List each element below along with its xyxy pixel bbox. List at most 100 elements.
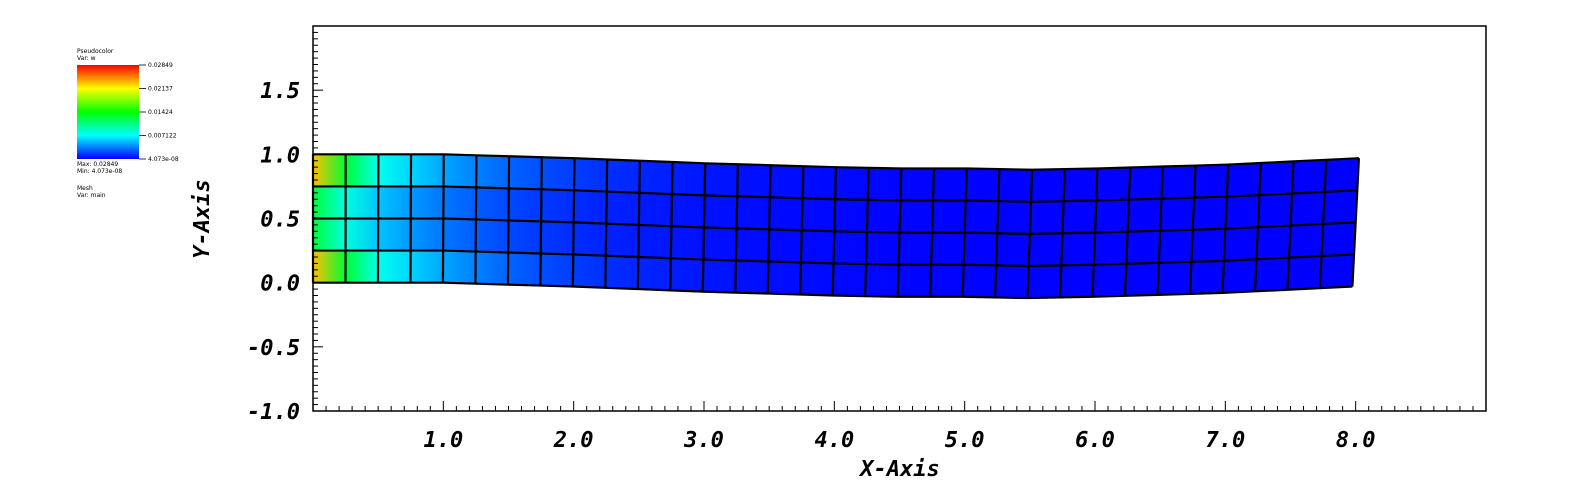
mesh-column-line (571, 158, 576, 287)
mesh-column-line (766, 165, 772, 294)
mesh-cell (1287, 256, 1322, 290)
mesh-column-line (1091, 168, 1099, 297)
mesh-cell (475, 251, 509, 285)
mesh-cell (965, 168, 1000, 202)
mesh-cell (541, 157, 575, 191)
mesh-cell (703, 227, 737, 261)
mesh-cell (541, 189, 575, 223)
mesh-cell (1222, 259, 1257, 293)
mesh-column-line (1286, 161, 1295, 290)
mesh-cell (1292, 159, 1327, 194)
mesh-cell (933, 168, 967, 201)
mesh-column-line (604, 159, 609, 288)
mesh-cell (1060, 264, 1094, 298)
mesh-cell (833, 231, 867, 265)
mesh-cell (1190, 260, 1224, 294)
mesh-cell (996, 233, 1030, 266)
mesh-cell (866, 231, 900, 265)
mesh-cell (802, 166, 836, 200)
mesh-cell (313, 154, 346, 187)
mesh-cell (1158, 229, 1193, 263)
mesh-cell (475, 187, 509, 221)
mesh-cell (671, 162, 706, 196)
mesh-cell (606, 191, 640, 225)
mesh-cell (638, 192, 672, 227)
mesh-cell (1324, 158, 1359, 192)
mesh-cell (736, 196, 770, 230)
mesh-cell (443, 154, 477, 188)
mesh-cell (1256, 225, 1291, 260)
y-tick-label: -0.5 (247, 336, 300, 361)
mesh-cell (606, 159, 640, 193)
mesh-cells (313, 154, 1359, 299)
mesh-cell (345, 154, 379, 187)
mesh-cell (410, 218, 444, 251)
mesh-cell (443, 186, 477, 220)
mesh-column-line (1188, 165, 1197, 294)
mesh-column-line (896, 168, 903, 297)
mesh-lines (311, 153, 1361, 300)
mesh-cell (800, 230, 835, 264)
mesh-column-line (701, 163, 707, 292)
mesh-cell (508, 220, 542, 254)
mesh-cell (1321, 222, 1356, 257)
mesh-cell (670, 258, 704, 292)
mesh-column-line (1253, 162, 1262, 292)
mesh-cell (835, 167, 869, 200)
mesh-cell (702, 259, 736, 293)
mesh-cell (378, 218, 411, 251)
mesh-column-line (539, 157, 543, 286)
mesh-cell (1096, 167, 1131, 201)
mesh-column-line (506, 156, 511, 285)
mesh-cell (639, 160, 673, 195)
mesh-cell (1323, 190, 1358, 224)
mesh-cell (345, 218, 379, 251)
mesh-column-line (441, 154, 445, 283)
mesh-cell (1160, 197, 1195, 231)
legend-min: Min: 4.073e-08 (77, 168, 122, 175)
mesh-cell (1126, 230, 1161, 264)
x-tick-label: 8.0 (1336, 428, 1376, 453)
mesh-column-line (409, 154, 413, 283)
mesh-cell (475, 219, 509, 253)
mesh-cell (508, 156, 542, 190)
y-tick-labels: 1.5 1.0 0.5 0.0 -0.5 -1.0 (247, 79, 300, 425)
mesh-column-line (831, 167, 838, 296)
colorbar (77, 65, 139, 159)
mesh-cell (1128, 166, 1163, 200)
mesh-cell (378, 186, 411, 219)
mesh-cell (866, 199, 901, 233)
colorbar-ticks: 0.02849 0.02137 0.01424 0.007122 4.073e-08 (139, 62, 179, 163)
mesh-cell (378, 154, 412, 187)
mesh-cell (963, 232, 998, 266)
mesh-cell (1157, 261, 1192, 295)
mesh-cell (670, 226, 704, 260)
mesh-cell (540, 253, 574, 287)
mesh-cell (507, 252, 541, 286)
mesh-cell (737, 164, 771, 198)
mesh-cell (410, 186, 444, 219)
mesh-cell (704, 163, 738, 197)
mesh-cell (898, 232, 933, 265)
mesh-cell (931, 232, 965, 265)
mesh-cell (932, 200, 966, 233)
mesh-cell (443, 218, 476, 252)
mesh-cell (313, 186, 346, 219)
colorbar-tick-label: 4.073e-08 (148, 156, 179, 163)
mesh-column-line (1318, 159, 1328, 289)
mesh-cell (832, 263, 867, 297)
mesh-cell (897, 264, 932, 297)
mesh-column-line (636, 160, 641, 290)
colorbar-tick-label: 0.02137 (148, 86, 173, 93)
mesh-cell (1092, 263, 1127, 297)
legend-variable: Var: w (77, 55, 96, 62)
legend-plot-type: Pseudocolor (77, 48, 114, 55)
x-tick-label: 1.0 (423, 428, 463, 453)
mesh-cell (1127, 198, 1162, 232)
mesh-cell (704, 195, 738, 229)
mesh-cell (476, 155, 510, 189)
mesh-column-line (929, 168, 936, 297)
mesh-cell (1029, 201, 1064, 234)
y-tick-label: -1.0 (247, 400, 300, 425)
